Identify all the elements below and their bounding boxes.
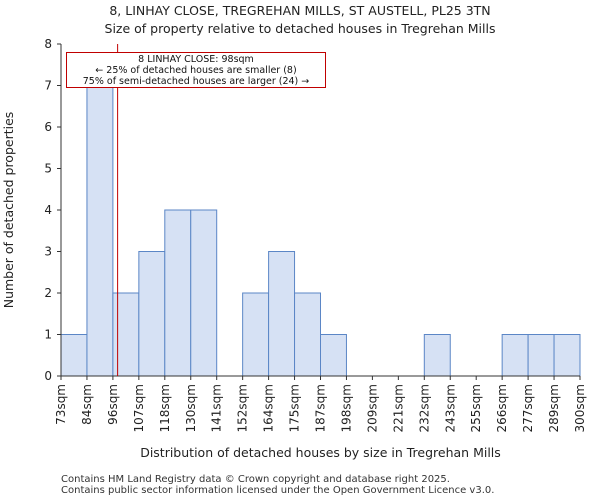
x-axis-label: Distribution of detached houses by size … (140, 445, 501, 460)
chart-title: Size of property relative to detached ho… (104, 21, 496, 36)
annotation-line-3: 75% of semi-detached houses are larger (… (82, 76, 310, 87)
x-tick-label: 277sqm (521, 384, 535, 432)
x-tick-label: 243sqm (443, 384, 457, 432)
histogram-bar (423, 334, 451, 377)
y-tick-label: 3 (44, 245, 52, 259)
x-tick-label: 198sqm (339, 384, 353, 432)
histogram-bar (553, 334, 581, 377)
x-tick-label: 232sqm (417, 384, 431, 432)
histogram-bar (60, 334, 88, 377)
footer-copyright: Contains HM Land Registry data © Crown c… (61, 474, 450, 485)
x-tick-label: 266sqm (495, 384, 509, 432)
histogram-bar (268, 251, 296, 377)
chart-title-address: 8, LINHAY CLOSE, TREGREHAN MILLS, ST AUS… (109, 3, 491, 18)
histogram-bar (294, 292, 321, 377)
footer-licence: Contains public sector information licen… (61, 485, 495, 496)
annotation-line-1: 8 LINHAY CLOSE: 98sqm (138, 54, 254, 65)
histogram-bar (112, 292, 140, 377)
x-tick-label: 300sqm (573, 384, 587, 432)
x-tick-label: 107sqm (132, 384, 146, 432)
x-tick-label: 221sqm (391, 384, 405, 432)
histogram-bar (320, 334, 347, 377)
y-tick-label: 0 (44, 369, 52, 383)
histogram-bar (242, 292, 270, 377)
histogram-bar (86, 85, 114, 377)
x-tick-label: 209sqm (365, 384, 379, 432)
y-tick-label: 1 (44, 328, 52, 342)
y-tick-label: 4 (44, 203, 52, 217)
x-tick-label: 84sqm (80, 384, 94, 425)
annotation-box: 8 LINHAY CLOSE: 98sqm ← 25% of detached … (66, 52, 326, 88)
x-tick-label: 96sqm (106, 384, 120, 425)
x-tick-label: 141sqm (210, 384, 224, 432)
y-tick-label: 8 (44, 37, 52, 51)
y-tick-label: 6 (44, 120, 52, 134)
y-tick-label: 2 (44, 286, 52, 300)
histogram-bar (501, 334, 529, 377)
y-tick-label: 5 (44, 162, 52, 176)
x-tick-label: 175sqm (288, 384, 302, 432)
histogram-bar (190, 209, 218, 377)
x-tick-label: 255sqm (469, 384, 483, 432)
y-tick-label: 7 (44, 79, 52, 93)
x-tick-label: 289sqm (547, 384, 561, 432)
histogram-bar (164, 209, 192, 377)
x-tick-label: 187sqm (314, 384, 328, 432)
annotation-line-2: ← 25% of detached houses are smaller (8) (95, 65, 297, 76)
histogram-bar (138, 251, 166, 377)
y-axis-label: Number of detached properties (1, 112, 16, 309)
histogram-bar (527, 334, 555, 377)
x-tick-label: 164sqm (262, 384, 276, 432)
x-tick-label: 73sqm (54, 384, 68, 425)
x-tick-label: 118sqm (158, 384, 172, 432)
x-tick-label: 130sqm (184, 384, 198, 432)
x-tick-label: 152sqm (236, 384, 250, 432)
